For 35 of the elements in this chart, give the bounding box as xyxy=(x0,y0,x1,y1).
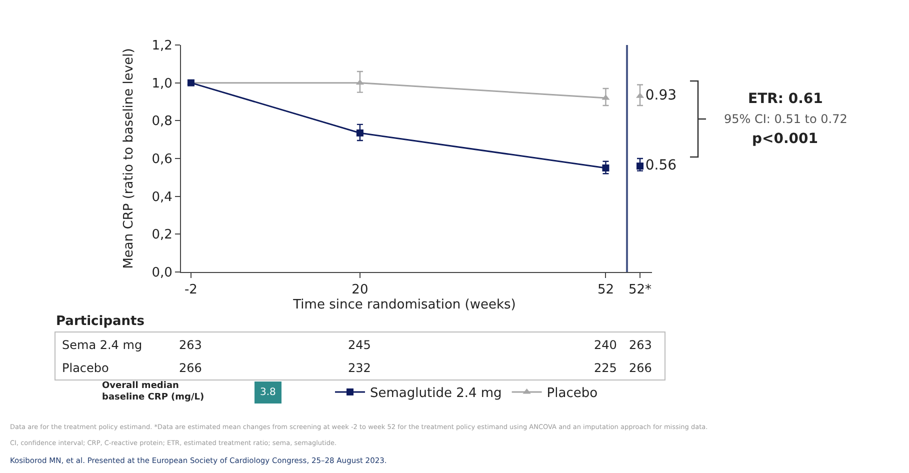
data-label: 0.56 xyxy=(645,158,677,174)
text: Participants xyxy=(56,314,145,329)
y-tick-label: 1,2 xyxy=(152,38,172,54)
y-tick-label: 0,4 xyxy=(152,190,172,205)
data-label: 0.93 xyxy=(645,88,677,104)
y-axis-title: Mean CRP (ratio to baseline level) xyxy=(122,48,137,269)
y-tick-label: 0,8 xyxy=(152,114,172,130)
text: 225 xyxy=(594,361,617,375)
text: 266 xyxy=(629,361,652,375)
text: Placebo xyxy=(62,361,109,375)
text: ETR: 0.61 xyxy=(748,91,823,107)
y-tick-label: 1,0 xyxy=(152,76,172,92)
text: 245 xyxy=(348,338,371,352)
text: 266 xyxy=(179,361,202,375)
text: 240 xyxy=(594,338,617,352)
x-axis-title: Time since randomisation (weeks) xyxy=(292,298,516,313)
y-tick-label: 0,6 xyxy=(152,152,172,168)
text: 263 xyxy=(179,338,202,352)
text: Sema 2.4 mg xyxy=(62,338,142,352)
legend-label: Placebo xyxy=(546,386,598,402)
x-tick-label: 52* xyxy=(628,282,652,298)
text: p<0.001 xyxy=(752,131,818,147)
text: 3.8 xyxy=(260,387,276,398)
y-tick-label: 0,0 xyxy=(152,266,172,281)
point xyxy=(602,164,610,172)
x-tick-label: 52 xyxy=(597,282,614,298)
text: 263 xyxy=(629,338,652,352)
y-tick-label: 0,2 xyxy=(152,228,172,243)
x-tick-label: -2 xyxy=(184,282,198,298)
text: 95% CI: 0.51 to 0.72 xyxy=(724,112,848,126)
x-tick-label: 20 xyxy=(352,282,368,298)
point xyxy=(356,129,364,136)
legend-label: Semaglutide 2.4 mg xyxy=(370,386,502,402)
text: Overall median baseline CRP (mg/L) xyxy=(102,381,204,403)
text: 232 xyxy=(348,361,371,375)
